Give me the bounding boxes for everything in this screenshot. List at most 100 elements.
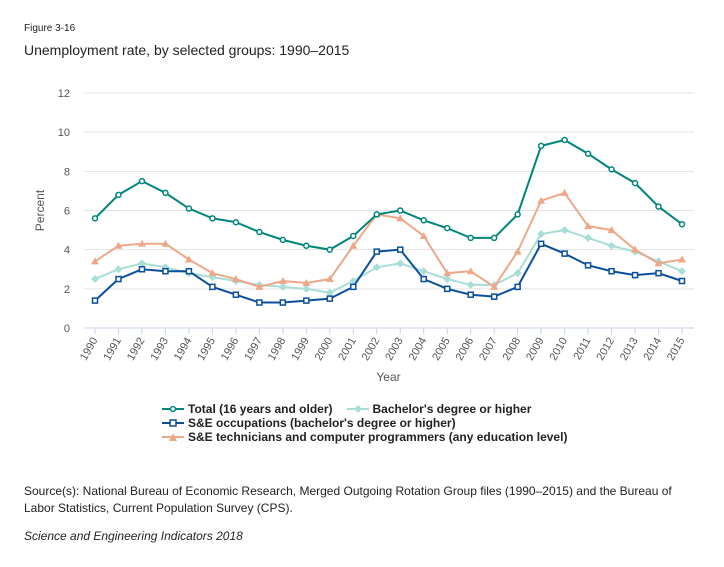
data-point <box>584 150 592 157</box>
legend-item-se-technicians[interactable]: S&E technicians and computer programmers… <box>162 430 567 444</box>
x-tick-label: 2012 <box>595 336 618 363</box>
data-point <box>372 263 381 272</box>
data-point <box>631 245 640 253</box>
data-point <box>162 267 169 275</box>
source-note: Source(s): National Bureau of Economic R… <box>24 484 672 515</box>
x-tick-label: 1993 <box>148 336 171 363</box>
legend-label: Bachelor's degree or higher <box>372 402 532 416</box>
data-point <box>278 277 287 284</box>
x-tick-label: 1990 <box>78 336 101 363</box>
data-point <box>209 283 216 291</box>
x-tick-label: 1998 <box>266 336 289 363</box>
figure-label: Figure 3-16 <box>24 23 76 34</box>
x-tick-label: 1995 <box>195 336 218 363</box>
x-tick-label: 2010 <box>548 336 571 363</box>
data-point <box>256 228 263 236</box>
y-tick-label: 6 <box>64 206 70 218</box>
data-point <box>115 191 122 199</box>
x-tick-label: 1992 <box>125 336 148 363</box>
data-point <box>608 267 615 275</box>
data-point <box>514 283 521 291</box>
data-point <box>325 275 334 283</box>
x-tick-label: 1991 <box>101 336 124 363</box>
data-point <box>325 288 334 297</box>
data-point <box>467 234 474 242</box>
legend-label: S&E occupations (bachelor's degree or hi… <box>188 416 456 430</box>
data-point <box>209 215 216 222</box>
x-tick-label: 2002 <box>360 336 383 363</box>
data-point <box>231 275 240 283</box>
data-point <box>443 269 452 277</box>
data-point <box>185 267 193 275</box>
data-point <box>279 299 287 306</box>
data-point <box>326 246 334 253</box>
y-tick-label: 8 <box>64 166 70 178</box>
publication-credit: Science and Engineering Indicators 2018 <box>24 529 243 543</box>
data-point <box>349 241 358 249</box>
data-point <box>419 231 428 239</box>
x-tick-label: 1999 <box>289 336 312 363</box>
data-point <box>607 226 616 234</box>
data-point <box>326 295 334 302</box>
data-point <box>561 136 568 144</box>
data-point <box>302 284 311 293</box>
data-point <box>584 262 592 269</box>
data-point <box>115 275 122 283</box>
x-tick-label: 2008 <box>501 336 524 363</box>
x-tick-label: 2000 <box>313 336 336 363</box>
data-point <box>256 299 263 306</box>
data-point <box>396 246 404 253</box>
data-point <box>631 271 639 279</box>
data-point <box>162 189 169 197</box>
x-tick-label: 1997 <box>242 336 265 363</box>
x-tick-label: 2005 <box>430 336 453 363</box>
legend-item-se-occupations[interactable]: S&E occupations (bachelor's degree or hi… <box>162 416 456 430</box>
legend-marker-diamond-icon <box>346 405 369 413</box>
legend-item-bachelors[interactable]: Bachelor's degree or higher <box>346 402 532 416</box>
data-point <box>420 275 427 283</box>
data-point <box>537 142 545 150</box>
x-axis-label: Year <box>376 370 400 384</box>
data-point <box>279 236 287 244</box>
data-point <box>490 234 498 242</box>
data-point <box>138 177 146 185</box>
data-point <box>350 232 357 240</box>
data-point <box>114 265 123 274</box>
x-tick-label: 2011 <box>571 336 593 362</box>
legend-item-total[interactable]: Total (16 years and older) <box>162 402 333 416</box>
data-point <box>513 269 522 278</box>
data-point <box>278 282 287 291</box>
data-point <box>91 275 99 284</box>
y-tick-label: 12 <box>58 88 70 100</box>
x-tick-label: 1994 <box>172 336 195 363</box>
x-tick-label: 2003 <box>383 336 406 363</box>
series-line <box>94 191 683 289</box>
data-point <box>466 280 475 289</box>
data-point <box>419 267 428 276</box>
data-point <box>655 203 662 210</box>
data-point <box>443 275 452 284</box>
data-point <box>138 266 146 273</box>
data-point <box>466 267 475 275</box>
legend-marker-circle-icon <box>162 405 184 413</box>
data-point <box>137 239 146 247</box>
data-point <box>303 297 310 304</box>
y-tick-label: 2 <box>64 284 70 296</box>
data-point <box>443 224 451 232</box>
x-tick-label: 2014 <box>641 336 664 363</box>
data-point <box>208 269 217 277</box>
data-point <box>303 242 310 249</box>
data-point <box>537 196 546 204</box>
data-point <box>161 239 170 247</box>
data-point <box>396 207 404 214</box>
series-line <box>94 138 683 251</box>
x-tick-label: 1996 <box>219 336 242 363</box>
data-point <box>420 217 427 224</box>
x-tick-label: 2009 <box>524 336 547 363</box>
data-point <box>655 269 662 277</box>
data-point <box>184 255 193 263</box>
data-point <box>467 291 474 298</box>
x-tick-label: 2004 <box>407 336 430 363</box>
series-line <box>94 229 683 294</box>
